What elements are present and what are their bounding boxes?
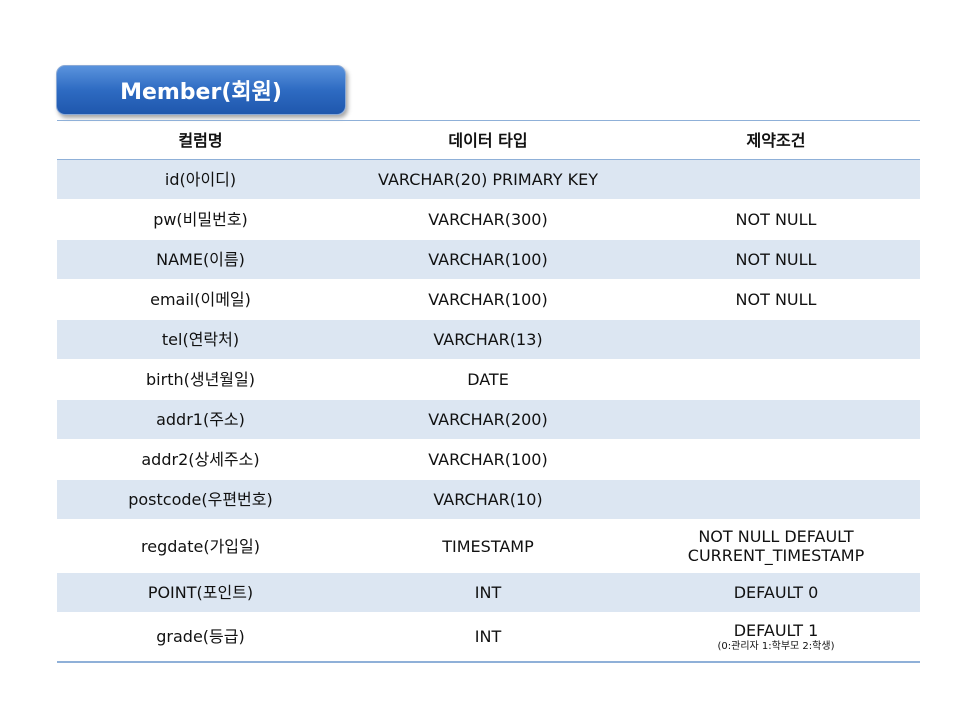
data-type-cell: INT <box>474 627 502 646</box>
column-name-cell: postcode(우편번호) <box>128 490 273 509</box>
data-type-cell: VARCHAR(13) <box>433 330 543 349</box>
data-type-cell: INT <box>474 583 502 602</box>
header-constraint: 제약조건 <box>746 130 806 150</box>
data-type-cell: VARCHAR(10) <box>433 490 543 509</box>
constraint-cell: DEFAULT 1 (0:관리자 1:학부모 2:학생) <box>632 621 920 653</box>
column-name-cell: email(이메일) <box>150 290 251 309</box>
table-row: birth(생년월일) DATE <box>57 360 920 400</box>
table-header-row: 컬럼명 데이터 타입 제약조건 <box>57 121 920 160</box>
column-name-cell: grade(등급) <box>156 627 245 646</box>
table-row: addr1(주소) VARCHAR(200) <box>57 400 920 440</box>
member-table: 컬럼명 데이터 타입 제약조건 id(아이디) VARCHAR(20) PRIM… <box>57 120 920 663</box>
table-row: grade(등급) INT DEFAULT 1 (0:관리자 1:학부모 2:학… <box>57 613 920 661</box>
constraint-line-1: NOT NULL DEFAULT <box>698 527 854 546</box>
table-row: POINT(포인트) INT DEFAULT 0 <box>57 573 920 613</box>
data-type-cell: TIMESTAMP <box>442 536 534 556</box>
table-row: email(이메일) VARCHAR(100) NOT NULL <box>57 280 920 320</box>
grade-legend-note: (0:관리자 1:학부모 2:학생) <box>717 640 835 652</box>
table-row: NAME(이름) VARCHAR(100) NOT NULL <box>57 240 920 280</box>
table-title: Member(회원) <box>56 65 346 115</box>
header-data-type: 데이터 타입 <box>448 130 528 150</box>
data-type-cell: VARCHAR(20) PRIMARY KEY <box>378 170 598 189</box>
data-type-cell: VARCHAR(100) <box>428 450 548 469</box>
table-row: regdate(가입일) TIMESTAMP NOT NULL DEFAULT … <box>57 520 920 573</box>
table-row: id(아이디) VARCHAR(20) PRIMARY KEY <box>57 160 920 200</box>
header-column-name: 컬럼명 <box>178 130 223 150</box>
column-name-cell: pw(비밀번호) <box>153 210 248 229</box>
column-name-cell: addr1(주소) <box>156 410 245 429</box>
column-name-cell: NAME(이름) <box>156 250 245 269</box>
table-row: pw(비밀번호) VARCHAR(300) NOT NULL <box>57 200 920 240</box>
table-row: postcode(우편번호) VARCHAR(10) <box>57 480 920 520</box>
column-name-cell: tel(연락처) <box>161 330 240 349</box>
constraint-cell: NOT NULL DEFAULT CURRENT_TIMESTAMP <box>632 527 920 565</box>
data-type-cell: VARCHAR(200) <box>428 410 548 429</box>
table-row: tel(연락처) VARCHAR(13) <box>57 320 920 360</box>
constraint-line-2: CURRENT_TIMESTAMP <box>687 546 865 565</box>
constraint-cell: NOT NULL <box>735 250 817 269</box>
data-type-cell: VARCHAR(300) <box>428 210 548 229</box>
data-type-cell: DATE <box>467 370 509 389</box>
data-type-cell: VARCHAR(100) <box>428 290 548 309</box>
column-name-cell: id(아이디) <box>164 170 237 189</box>
constraint-line-1: DEFAULT 1 <box>733 620 819 640</box>
table-row: addr2(상세주소) VARCHAR(100) <box>57 440 920 480</box>
constraint-cell: NOT NULL <box>735 290 817 309</box>
column-name-cell: regdate(가입일) <box>141 536 260 556</box>
column-name-cell: addr2(상세주소) <box>141 450 260 469</box>
constraint-cell: NOT NULL <box>735 210 817 229</box>
constraint-cell: DEFAULT 0 <box>733 583 819 602</box>
column-name-cell: POINT(포인트) <box>147 583 254 602</box>
column-name-cell: birth(생년월일) <box>146 370 255 389</box>
data-type-cell: VARCHAR(100) <box>428 250 548 269</box>
